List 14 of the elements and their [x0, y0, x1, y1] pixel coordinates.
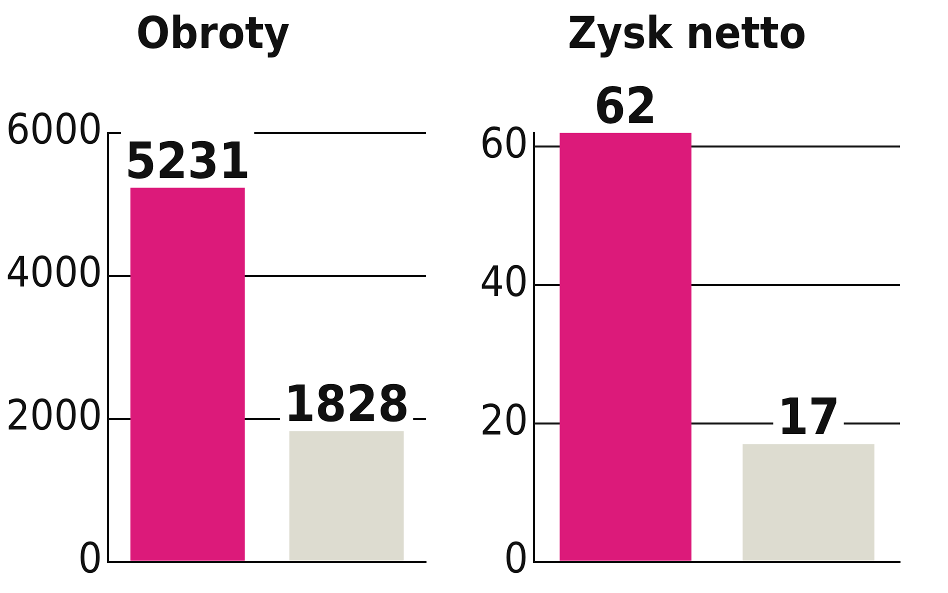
y-tick-label: 60 [480, 118, 528, 168]
chart-title: Obroty [136, 8, 290, 59]
y-tick-label: 2000 [6, 390, 102, 440]
data-label: 62 [594, 76, 657, 135]
y-tick-label: 4000 [6, 248, 102, 297]
data-label: 17 [777, 388, 840, 446]
y-tick-label: 6000 [6, 104, 102, 154]
y-tick-label: 20 [480, 395, 528, 444]
data-label: 1828 [284, 375, 410, 434]
y-tick-label: 0 [78, 534, 102, 583]
chart-title: Zysk netto [568, 8, 806, 59]
y-tick-label: 0 [504, 534, 528, 583]
y-tick-label: 40 [480, 256, 528, 306]
data-label: 5231 [125, 132, 250, 190]
